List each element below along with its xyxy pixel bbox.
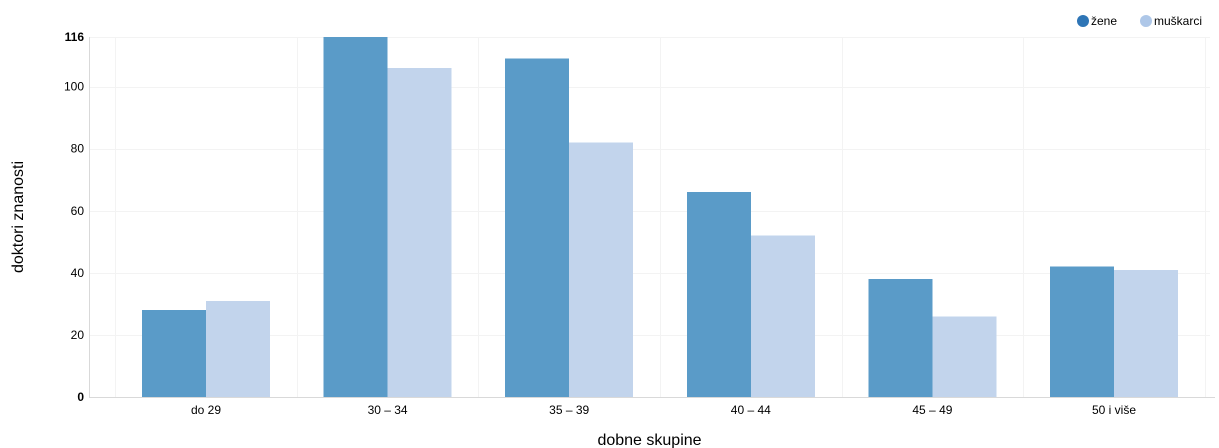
x-tick-label: do 29 bbox=[191, 403, 221, 417]
bars bbox=[142, 37, 1178, 397]
legend-item-muskarci[interactable]: muškarci bbox=[1140, 14, 1202, 28]
legend-item-zene[interactable]: žene bbox=[1077, 14, 1117, 28]
y-tick-labels: 0 20 40 60 80 100 116 bbox=[64, 30, 84, 404]
bar-zene-0[interactable] bbox=[142, 310, 206, 397]
bar-zene-5[interactable] bbox=[1050, 266, 1114, 397]
legend-swatch bbox=[1077, 15, 1089, 27]
x-tick-label: 40 – 44 bbox=[731, 403, 771, 417]
x-tick-label: 30 – 34 bbox=[368, 403, 408, 417]
axes bbox=[89, 37, 1215, 398]
y-tick-label: 60 bbox=[71, 204, 85, 218]
legend-label: žene bbox=[1091, 14, 1117, 28]
y-axis-title: doktori znanosti bbox=[10, 161, 27, 273]
bar-zene-1[interactable] bbox=[323, 37, 388, 397]
y-tick-label: 0 bbox=[77, 390, 84, 404]
bar-zene-3[interactable] bbox=[686, 192, 751, 397]
x-axis-title: dobne skupine bbox=[597, 432, 701, 448]
y-tick-label: 116 bbox=[65, 30, 85, 44]
bar-muskarci-4[interactable] bbox=[932, 316, 997, 397]
y-tick-label: 100 bbox=[64, 80, 84, 94]
y-tick-label: 20 bbox=[71, 328, 85, 342]
bar-zene-2[interactable] bbox=[505, 58, 570, 397]
x-tick-label: 50 i više bbox=[1092, 403, 1136, 417]
x-tick-label: 35 – 39 bbox=[549, 403, 589, 417]
y-tick-label: 80 bbox=[71, 142, 85, 156]
bar-muskarci-3[interactable] bbox=[750, 235, 815, 397]
legend-swatch bbox=[1140, 15, 1152, 27]
bar-muskarci-5[interactable] bbox=[1114, 269, 1178, 397]
legend-label: muškarci bbox=[1154, 14, 1202, 28]
bar-muskarci-2[interactable] bbox=[569, 142, 634, 398]
grid-lines bbox=[89, 37, 1210, 397]
legend: žene muškarci bbox=[1077, 14, 1202, 28]
bar-muskarci-1[interactable] bbox=[387, 68, 452, 397]
bar-muskarci-0[interactable] bbox=[206, 300, 270, 397]
x-tick-label: 45 – 49 bbox=[912, 403, 952, 417]
x-tick-labels: do 29 30 – 34 35 – 39 40 – 44 45 – 49 50 i vi… bbox=[191, 403, 1136, 417]
bar-zene-4[interactable] bbox=[868, 279, 933, 397]
y-tick-label: 40 bbox=[71, 266, 85, 280]
